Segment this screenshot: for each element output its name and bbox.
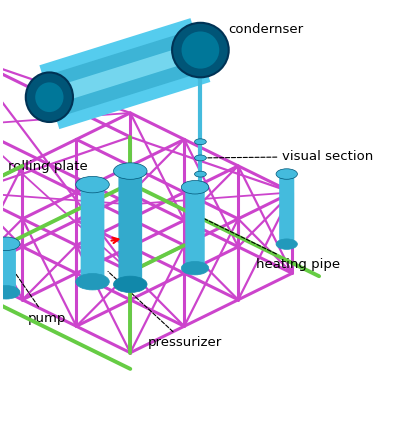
Ellipse shape (0, 237, 20, 250)
Polygon shape (185, 182, 205, 273)
Ellipse shape (35, 83, 64, 112)
Ellipse shape (26, 72, 73, 122)
Ellipse shape (194, 155, 206, 161)
Polygon shape (0, 239, 16, 297)
Polygon shape (81, 179, 104, 288)
Ellipse shape (194, 139, 206, 145)
Text: condernser: condernser (149, 23, 304, 44)
Ellipse shape (276, 239, 297, 249)
Text: pump: pump (8, 262, 66, 325)
Ellipse shape (0, 285, 20, 299)
Text: rolling plate: rolling plate (8, 160, 88, 173)
Text: visual section: visual section (203, 150, 374, 163)
Polygon shape (118, 165, 142, 290)
Ellipse shape (276, 169, 297, 179)
Text: heating pipe: heating pipe (198, 216, 340, 271)
Ellipse shape (181, 261, 209, 275)
Polygon shape (279, 171, 294, 248)
Ellipse shape (76, 176, 109, 193)
Text: pressurizer: pressurizer (108, 272, 222, 349)
Ellipse shape (182, 32, 219, 69)
Ellipse shape (76, 274, 109, 290)
Ellipse shape (114, 276, 147, 293)
Ellipse shape (194, 171, 206, 177)
Ellipse shape (181, 181, 209, 194)
Ellipse shape (114, 163, 147, 179)
Ellipse shape (172, 23, 229, 77)
